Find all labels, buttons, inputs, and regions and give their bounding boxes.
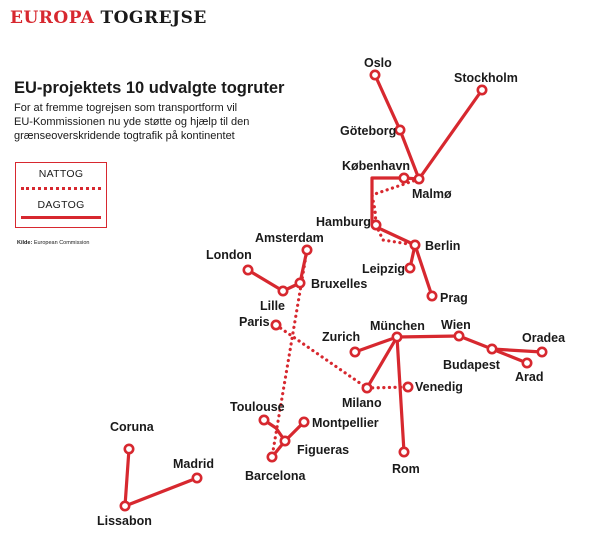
- brand-part2: TOGREJSE: [100, 8, 207, 28]
- node-madrid: [191, 472, 203, 484]
- label-london: London: [206, 248, 252, 262]
- label-prag: Prag: [440, 291, 468, 305]
- legend-night-label: NATTOG: [38, 168, 84, 180]
- night-route-hamburg-berlin: [374, 223, 417, 247]
- route-toulouse-barcelona: [262, 418, 287, 459]
- route-munchen-rom: [395, 335, 406, 454]
- label-barcelona: Barcelona: [245, 469, 306, 483]
- label-milano: Milano: [342, 396, 382, 410]
- label-malmo: Malmø: [412, 187, 452, 201]
- route-zurich-munchen: [353, 335, 399, 354]
- label-paris: Paris: [239, 315, 270, 329]
- label-arad: Arad: [515, 370, 543, 384]
- node-montpellier: [298, 416, 310, 428]
- intro-text: For at fremme togrejsen som transportfor…: [14, 101, 254, 143]
- intro-line: For at fremme togrejsen som transportfor…: [14, 102, 238, 114]
- label-figueras: Figueras: [297, 443, 349, 457]
- label-lissabon: Lissabon: [97, 514, 152, 528]
- node-barcelona: [266, 451, 278, 463]
- source-text: European Commission: [33, 240, 90, 246]
- page-title: EU-projektets 10 udvalgte togruter: [14, 79, 285, 97]
- label-venedig: Venedig: [415, 380, 463, 394]
- source-label: Kilde:: [17, 240, 33, 246]
- intro-line: EU-Kommissionen nu yde støtte og hjælp t…: [14, 116, 250, 128]
- node-lissabon: [119, 500, 131, 512]
- node-leipzig: [404, 262, 416, 274]
- route-stockholm-malmo: [417, 88, 484, 181]
- legend-night-line: [21, 187, 101, 190]
- city-labels: Oslo Stockholm Göteborg København Malmø …: [97, 56, 566, 528]
- city-nodes: [119, 69, 548, 512]
- node-coruna: [123, 443, 135, 455]
- node-goteborg: [394, 124, 406, 136]
- label-oslo: Oslo: [364, 56, 392, 70]
- label-oradea: Oradea: [522, 331, 566, 345]
- node-wien: [453, 330, 465, 342]
- node-venedig: [402, 381, 414, 393]
- route-berlin-prag: [413, 243, 434, 298]
- label-munchen: München: [370, 319, 425, 333]
- node-oslo: [369, 69, 381, 81]
- brand-part1: EUROPA: [10, 8, 95, 28]
- night-route-paris-milano: [274, 323, 369, 390]
- node-bruxelles: [294, 277, 306, 289]
- node-prag: [426, 290, 438, 302]
- brand-logo: EUROPA TOGREJSE: [10, 8, 207, 28]
- label-toulouse: Toulouse: [230, 400, 285, 414]
- node-london: [242, 264, 254, 276]
- node-zurich: [349, 346, 361, 358]
- node-toulouse: [258, 414, 270, 426]
- legend-day-line: [21, 216, 101, 219]
- node-malmo: [413, 173, 425, 185]
- label-madrid: Madrid: [173, 457, 214, 471]
- node-munchen: [391, 331, 403, 343]
- node-lille: [277, 285, 289, 297]
- route-munchen-milano: [365, 335, 399, 390]
- node-arad: [521, 357, 533, 369]
- label-zurich: Zurich: [322, 330, 360, 344]
- node-paris: [270, 319, 282, 331]
- label-hamburg: Hamburg: [316, 215, 371, 229]
- node-stockholm: [476, 84, 488, 96]
- node-milano: [361, 382, 373, 394]
- source-note: Kilde: European Commission: [17, 240, 89, 246]
- node-oradea: [536, 346, 548, 358]
- legend: NATTOG DAGTOG: [15, 162, 107, 228]
- node-rom: [398, 446, 410, 458]
- label-stockholm: Stockholm: [454, 71, 518, 85]
- label-goteborg: Göteborg: [340, 124, 396, 138]
- label-wien: Wien: [441, 318, 471, 332]
- label-coruna: Coruna: [110, 420, 155, 434]
- label-berlin: Berlin: [425, 239, 460, 253]
- night-route-malmo-hamburg: [370, 177, 421, 227]
- label-lille: Lille: [260, 299, 285, 313]
- legend-day-label: DAGTOG: [37, 199, 85, 211]
- node-kobenhavn: [398, 172, 410, 184]
- route-munchen-wien: [395, 334, 461, 339]
- night-route-milano-venedig: [365, 385, 410, 390]
- label-bruxelles: Bruxelles: [311, 277, 367, 291]
- label-montpellier: Montpellier: [312, 416, 379, 430]
- label-amsterdam: Amsterdam: [255, 231, 324, 245]
- label-kobenhavn: København: [342, 159, 410, 173]
- node-amsterdam: [301, 244, 313, 256]
- node-hamburg: [370, 219, 382, 231]
- label-rom: Rom: [392, 462, 420, 476]
- route-london-bruxelles: [246, 268, 302, 293]
- label-budapest: Budapest: [443, 358, 501, 372]
- label-leipzig: Leipzig: [362, 262, 405, 276]
- route-budapest-arad: [490, 347, 529, 365]
- node-budapest: [486, 343, 498, 355]
- intro-line: grænseoverskridende togtrafik på kontine…: [14, 130, 235, 142]
- node-figueras: [279, 435, 291, 447]
- node-berlin: [409, 239, 421, 251]
